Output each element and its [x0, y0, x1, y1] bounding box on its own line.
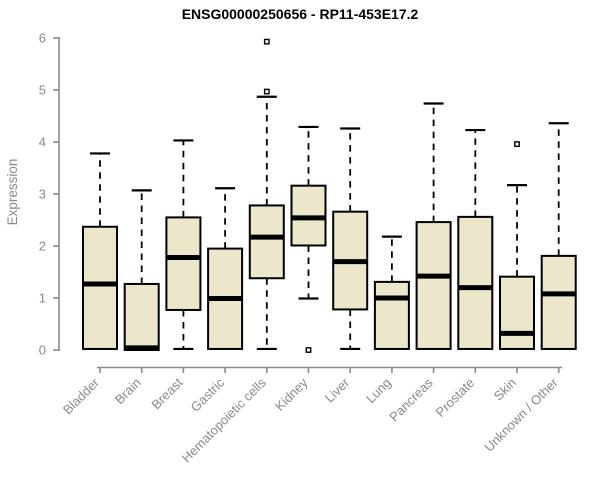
x-category-label-pancreas: Pancreas [386, 375, 436, 425]
box-pancreas [415, 221, 452, 350]
box-unknown-other [540, 254, 577, 350]
box-hematopoietic-cells [248, 204, 285, 280]
x-category-label-lung: Lung [363, 375, 394, 406]
x-category-label-bladder: Bladder [60, 375, 103, 418]
chart-title: ENSG00000250656 - RP11-453E17.2 [182, 6, 419, 22]
y-tick-label: 2 [39, 239, 46, 254]
y-tick-label: 5 [39, 83, 46, 98]
outlier-point-skin [514, 141, 520, 147]
x-category-label-breast: Breast [148, 375, 185, 412]
x-category-label-skin: Skin [491, 375, 519, 403]
box-prostate [457, 215, 494, 350]
x-category-label-unknown-other: Unknown / Other [481, 375, 561, 455]
box-bladder [82, 225, 118, 350]
y-tick-label: 1 [39, 291, 46, 306]
box-breast [165, 216, 202, 311]
x-category-label-kidney: Kidney [272, 375, 311, 414]
box-lung [373, 280, 410, 350]
y-tick-label: 0 [39, 343, 46, 358]
y-tick-label: 3 [39, 187, 46, 202]
box-skin [499, 275, 535, 350]
x-category-label-gastric: Gastric [188, 375, 228, 415]
y-axis-title: Expression [5, 159, 20, 226]
box-brain [123, 282, 160, 351]
y-tick-label: 6 [39, 31, 46, 46]
x-category-label-brain: Brain [112, 375, 144, 407]
x-category-label-prostate: Prostate [433, 375, 478, 420]
outlier-point-kidney [305, 347, 312, 353]
x-category-label-liver: Liver [322, 375, 353, 406]
y-tick-label: 4 [39, 135, 46, 150]
outlier-point-hematopoietic-cells [263, 38, 270, 45]
outlier-point-hematopoietic-cells [263, 88, 270, 95]
